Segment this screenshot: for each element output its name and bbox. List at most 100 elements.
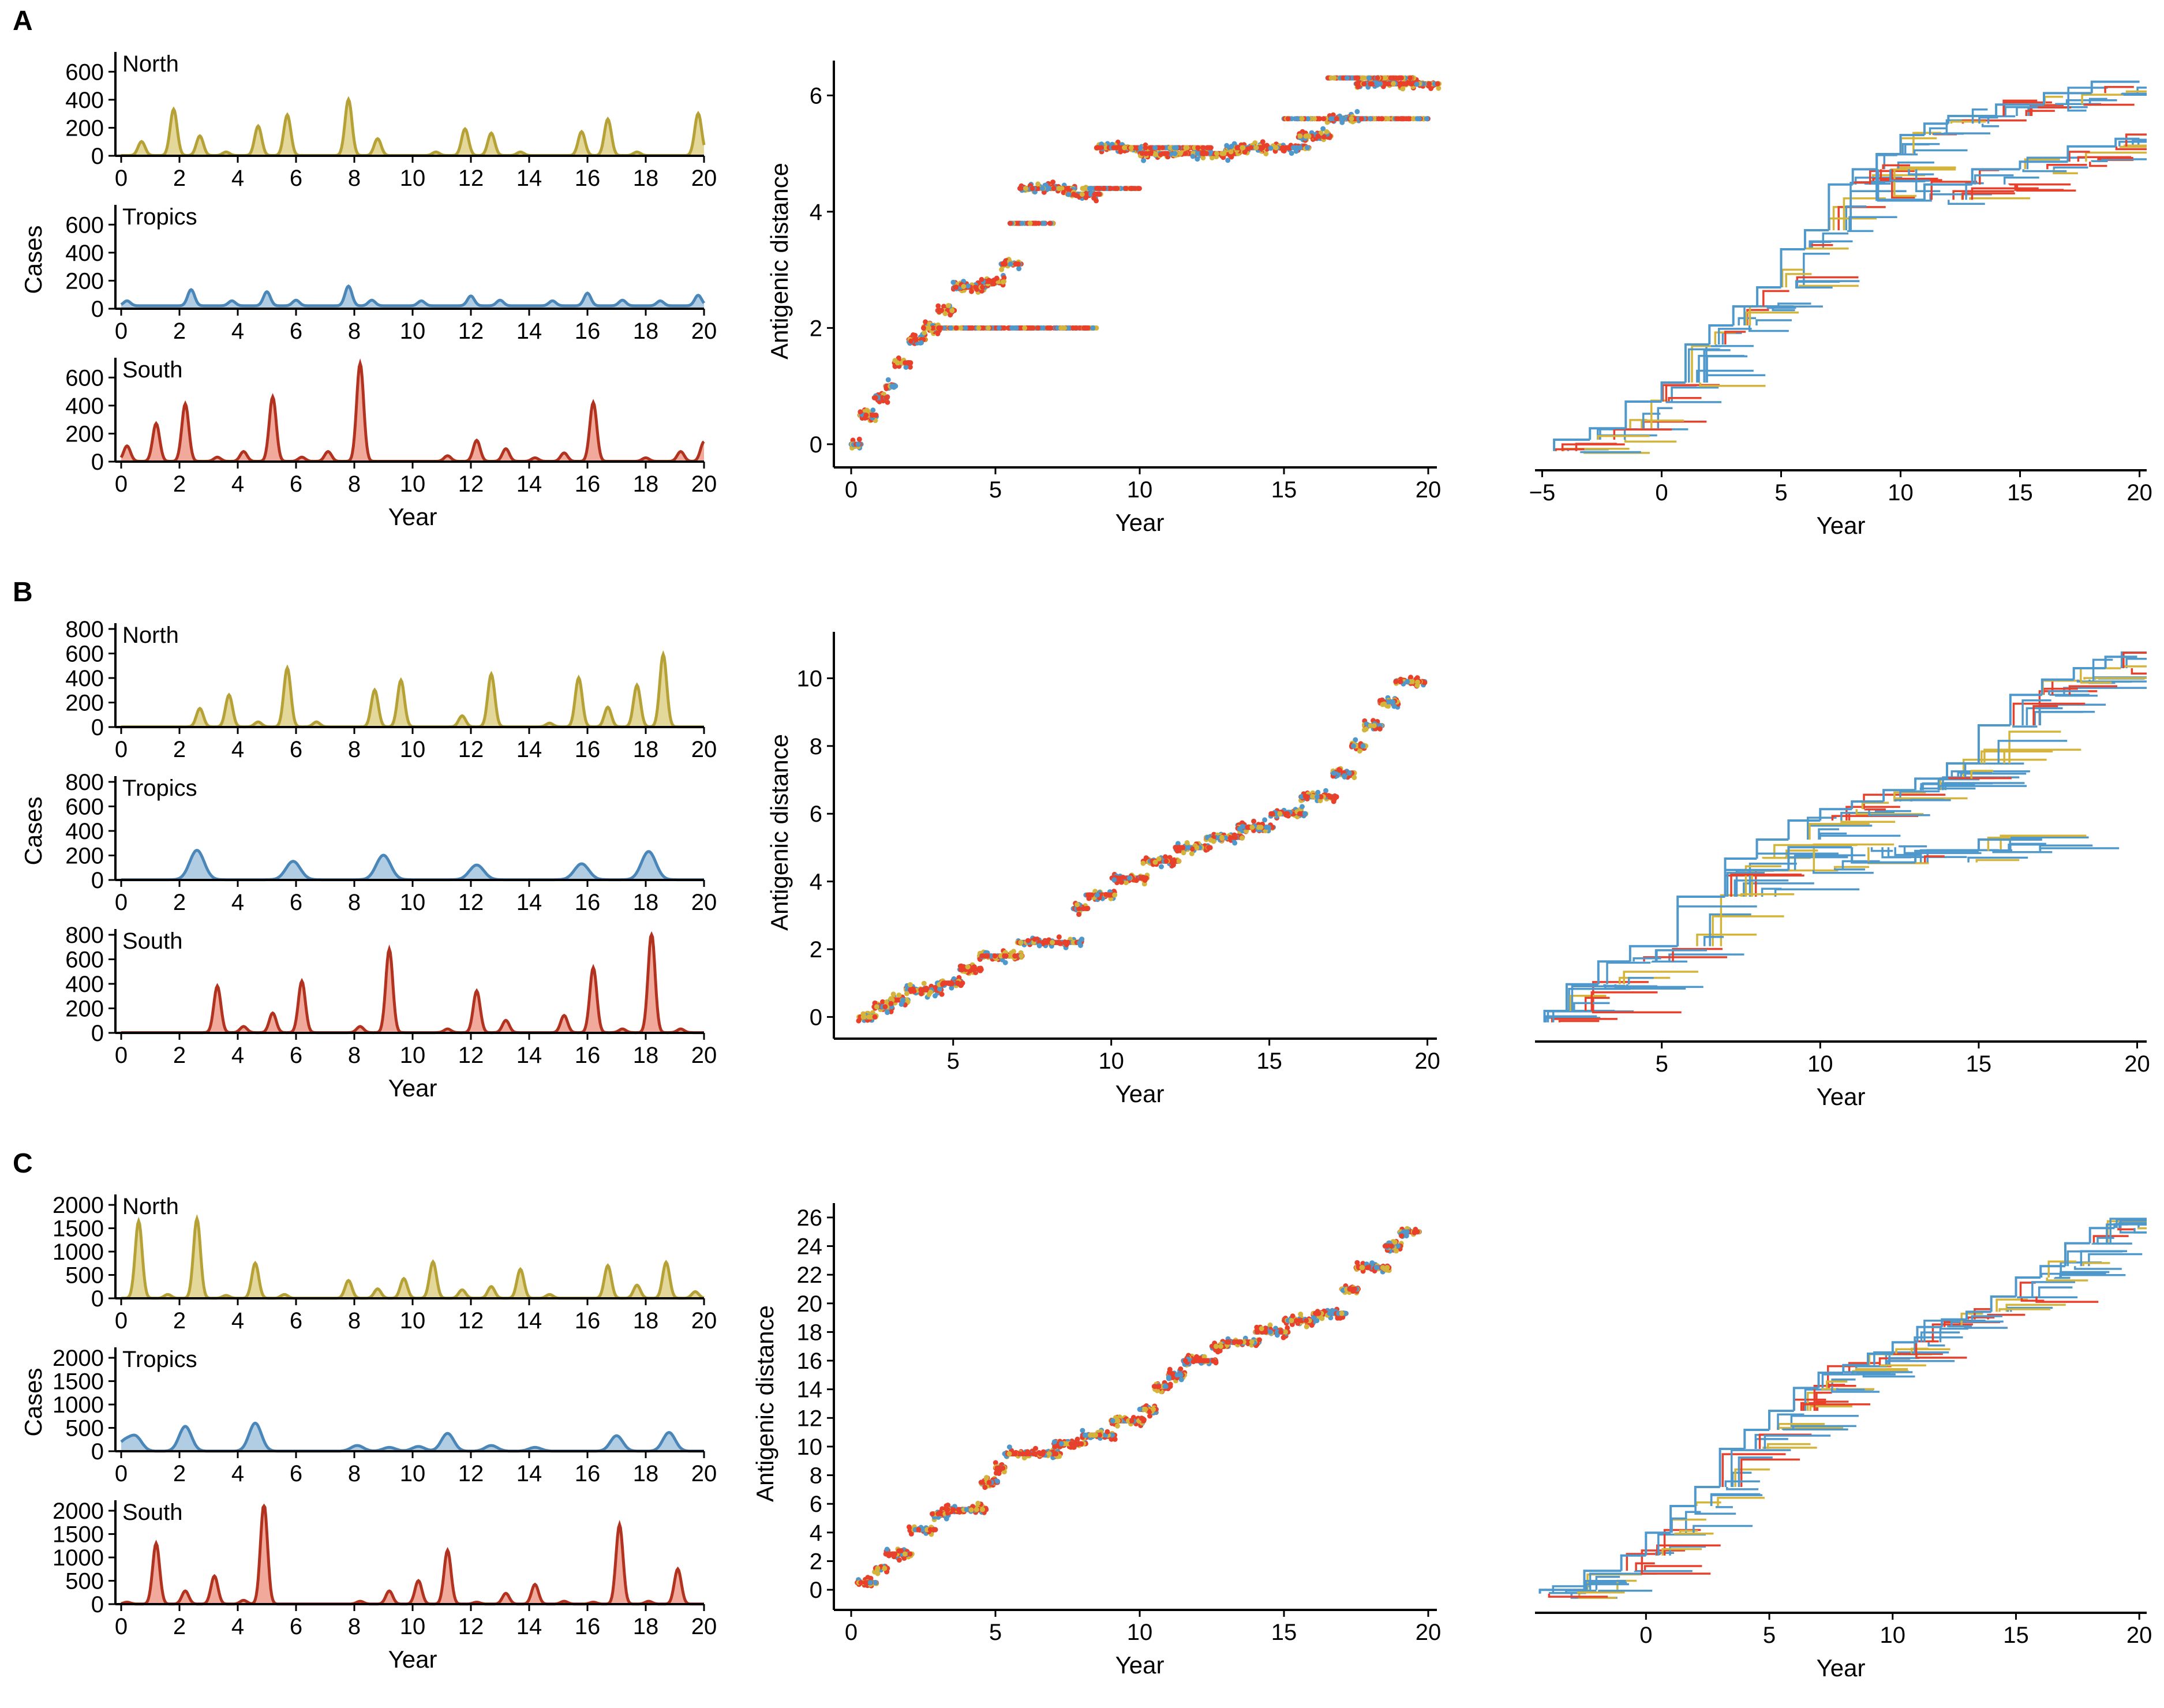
tree-branch: [1847, 230, 1874, 233]
y-tick-label: 0: [91, 297, 104, 322]
data-point: [1139, 151, 1145, 156]
data-point: [1126, 875, 1132, 881]
data-point: [1424, 116, 1429, 122]
data-point: [960, 980, 965, 986]
data-point: [941, 304, 946, 309]
data-point: [1077, 940, 1082, 946]
data-point: [1123, 186, 1129, 192]
y-tick-label: 200: [65, 691, 104, 716]
x-tick-label: 10: [1127, 477, 1153, 503]
data-point: [1143, 145, 1148, 151]
data-point: [850, 437, 856, 443]
data-point: [1176, 858, 1182, 864]
x-tick-label: 8: [348, 737, 361, 762]
data-point: [949, 981, 955, 986]
data-point: [1112, 892, 1118, 898]
x-tick-label: 6: [290, 890, 302, 915]
data-point: [937, 325, 942, 331]
data-point: [1035, 186, 1040, 192]
cases-area: [121, 850, 704, 880]
data-point: [1240, 145, 1245, 151]
data-point: [1070, 325, 1076, 331]
data-point: [877, 399, 882, 404]
data-point: [1046, 186, 1051, 192]
data-point: [1059, 186, 1065, 192]
data-point: [1081, 186, 1087, 192]
data-point: [954, 980, 960, 986]
data-point: [986, 325, 991, 331]
data-point: [900, 997, 906, 1003]
data-point: [921, 980, 927, 986]
tree-branch: [1981, 123, 2000, 128]
data-point: [919, 340, 924, 346]
x-tick-label: 16: [575, 1043, 601, 1068]
data-point: [961, 284, 967, 289]
data-point: [1147, 145, 1153, 151]
data-point: [1040, 186, 1045, 192]
data-point: [996, 325, 1002, 331]
data-point: [939, 991, 945, 997]
tree-branch: [1715, 344, 1754, 347]
x-tick-label: 20: [691, 471, 717, 497]
data-point: [1061, 190, 1066, 196]
y-tick-label: 0: [91, 450, 104, 475]
data-point: [1253, 145, 1259, 151]
antigenic-xlabel: Year: [1115, 509, 1165, 536]
tree-branch: [1706, 355, 1748, 383]
data-point: [1349, 116, 1354, 122]
data-point: [882, 1004, 888, 1010]
data-point: [1096, 186, 1102, 192]
y-tick-label: 400: [65, 88, 104, 113]
data-point: [1036, 943, 1042, 949]
data-point: [1159, 864, 1164, 870]
y-tick-label: 800: [65, 770, 104, 795]
x-tick-label: 12: [458, 1043, 484, 1068]
x-tick-label: 2: [173, 737, 186, 762]
data-point: [1391, 75, 1397, 81]
data-point: [1047, 220, 1053, 226]
y-tick-label: 600: [65, 642, 104, 667]
data-point: [1016, 266, 1022, 272]
tree-branch: [1828, 217, 1877, 230]
tree-branch: [2124, 144, 2147, 147]
x-tick-label: 14: [516, 1043, 542, 1068]
x-tick-label: 5: [989, 477, 1002, 503]
data-point: [1019, 953, 1024, 959]
data-point: [1299, 116, 1305, 122]
data-point: [1051, 186, 1057, 192]
cases-ylabel: Cases: [20, 796, 47, 865]
data-point: [1321, 116, 1327, 122]
x-tick-label: 4: [231, 1043, 244, 1068]
data-point: [1219, 151, 1225, 156]
x-tick-label: 12: [458, 166, 484, 191]
region-label: South: [122, 357, 183, 383]
x-tick-label: 16: [575, 166, 601, 191]
data-point: [1171, 145, 1177, 151]
data-point: [1045, 325, 1050, 331]
tree-trunk: [1553, 80, 2140, 451]
data-point: [1345, 75, 1350, 81]
data-point: [1172, 151, 1178, 156]
data-point: [1358, 116, 1364, 122]
cases-line: [121, 96, 706, 157]
x-tick-label: 16: [575, 471, 601, 497]
data-point: [1019, 220, 1025, 226]
data-point: [1361, 81, 1367, 87]
tree-branch: [1668, 397, 1702, 402]
x-tick-label: −5: [1529, 480, 1556, 505]
data-point: [1377, 81, 1383, 87]
data-point: [960, 967, 965, 972]
x-tick-label: 15: [1271, 477, 1297, 503]
x-tick-label: 10: [400, 471, 426, 497]
tree-branch: [1706, 374, 1766, 383]
tree-branch: [1657, 407, 1673, 429]
data-point: [1248, 145, 1254, 151]
data-point: [858, 409, 863, 415]
data-point: [1183, 151, 1189, 156]
data-point: [1101, 186, 1107, 192]
data-point: [1305, 145, 1311, 151]
data-point: [1400, 81, 1406, 87]
data-point: [1163, 858, 1169, 864]
